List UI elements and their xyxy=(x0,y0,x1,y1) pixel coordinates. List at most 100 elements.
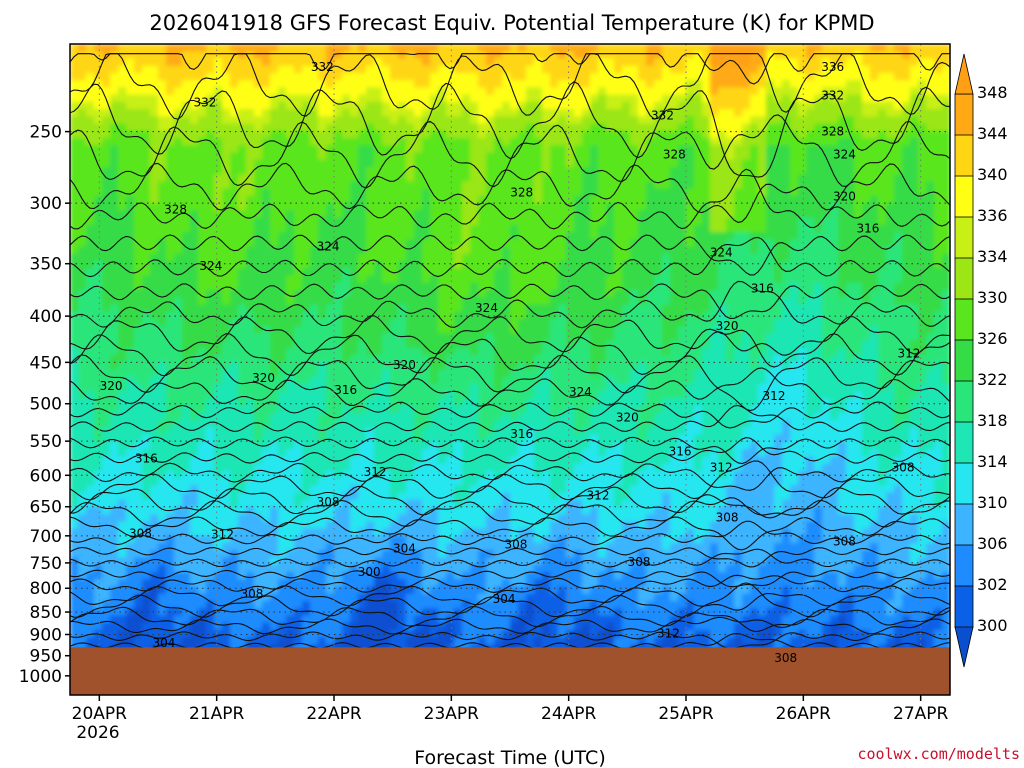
field-cell xyxy=(926,159,935,168)
field-cell xyxy=(902,166,911,175)
field-cell xyxy=(414,304,423,313)
field-cell xyxy=(750,347,759,356)
field-cell xyxy=(310,80,319,89)
field-cell xyxy=(534,109,543,118)
field-cell xyxy=(182,282,191,291)
field-cell xyxy=(422,362,431,371)
field-cell xyxy=(390,159,399,168)
field-cell xyxy=(438,130,447,139)
field-cell xyxy=(414,355,423,364)
field-cell xyxy=(206,275,215,284)
field-cell xyxy=(334,116,343,125)
field-cell xyxy=(390,347,399,356)
field-cell xyxy=(574,210,583,219)
field-cell xyxy=(574,109,583,118)
field-cell xyxy=(878,145,887,154)
field-cell xyxy=(454,51,463,60)
field-cell xyxy=(878,217,887,226)
field-cell xyxy=(286,44,295,53)
field-cell xyxy=(254,188,263,197)
field-cell xyxy=(902,138,911,147)
field-cell xyxy=(358,166,367,175)
field-cell xyxy=(798,224,807,233)
field-cell xyxy=(758,138,767,147)
field-cell xyxy=(606,289,615,298)
field-cell xyxy=(94,101,103,110)
field-cell xyxy=(350,224,359,233)
field-cell xyxy=(638,174,647,183)
field-cell xyxy=(574,166,583,175)
field-cell xyxy=(870,340,879,349)
field-cell xyxy=(582,145,591,154)
field-cell xyxy=(734,289,743,298)
field-cell xyxy=(862,101,871,110)
field-cell xyxy=(798,232,807,241)
field-cell xyxy=(270,166,279,175)
field-cell xyxy=(718,51,727,60)
field-cell xyxy=(102,109,111,118)
field-cell xyxy=(406,289,415,298)
field-cell xyxy=(182,195,191,204)
field-cell xyxy=(510,166,519,175)
field-cell xyxy=(886,101,895,110)
field-cell xyxy=(518,123,527,132)
field-cell xyxy=(142,318,151,327)
field-cell xyxy=(158,232,167,241)
field-cell xyxy=(814,145,823,154)
field-cell xyxy=(894,355,903,364)
field-cell xyxy=(686,80,695,89)
field-cell xyxy=(510,347,519,356)
field-cell xyxy=(798,51,807,60)
field-cell xyxy=(478,123,487,132)
field-cell xyxy=(590,87,599,96)
field-cell xyxy=(710,232,719,241)
field-cell xyxy=(886,80,895,89)
field-cell xyxy=(830,362,839,371)
field-cell xyxy=(726,203,735,212)
field-cell xyxy=(526,275,535,284)
field-cell xyxy=(198,268,207,277)
field-cell xyxy=(174,224,183,233)
field-cell xyxy=(550,152,559,161)
field-cell xyxy=(518,261,527,270)
field-cell xyxy=(686,362,695,371)
field-cell xyxy=(270,261,279,270)
field-cell xyxy=(558,145,567,154)
field-cell xyxy=(342,87,351,96)
field-cell xyxy=(206,224,215,233)
field-cell xyxy=(854,362,863,371)
field-cell xyxy=(598,181,607,190)
field-cell xyxy=(614,101,623,110)
field-cell xyxy=(574,65,583,74)
field-cell xyxy=(310,369,319,378)
field-cell xyxy=(230,174,239,183)
field-cell xyxy=(606,275,615,284)
field-cell xyxy=(910,181,919,190)
field-cell xyxy=(886,232,895,241)
field-cell xyxy=(862,297,871,306)
field-cell xyxy=(630,166,639,175)
field-cell xyxy=(302,116,311,125)
field-cell xyxy=(934,123,943,132)
field-cell xyxy=(870,239,879,248)
field-cell xyxy=(606,333,615,342)
field-cell xyxy=(126,224,135,233)
field-cell xyxy=(502,275,511,284)
field-cell xyxy=(462,44,471,53)
field-cell xyxy=(446,138,455,147)
field-cell xyxy=(254,318,263,327)
field-cell xyxy=(686,94,695,103)
field-cell xyxy=(566,333,575,342)
field-cell xyxy=(422,333,431,342)
field-cell xyxy=(454,123,463,132)
field-cell xyxy=(838,87,847,96)
field-cell xyxy=(718,246,727,255)
field-cell xyxy=(214,217,223,226)
field-cell xyxy=(302,224,311,233)
field-cell xyxy=(230,159,239,168)
field-cell xyxy=(342,224,351,233)
field-cell xyxy=(670,109,679,118)
field-cell xyxy=(198,87,207,96)
field-cell xyxy=(374,268,383,277)
field-cell xyxy=(886,282,895,291)
